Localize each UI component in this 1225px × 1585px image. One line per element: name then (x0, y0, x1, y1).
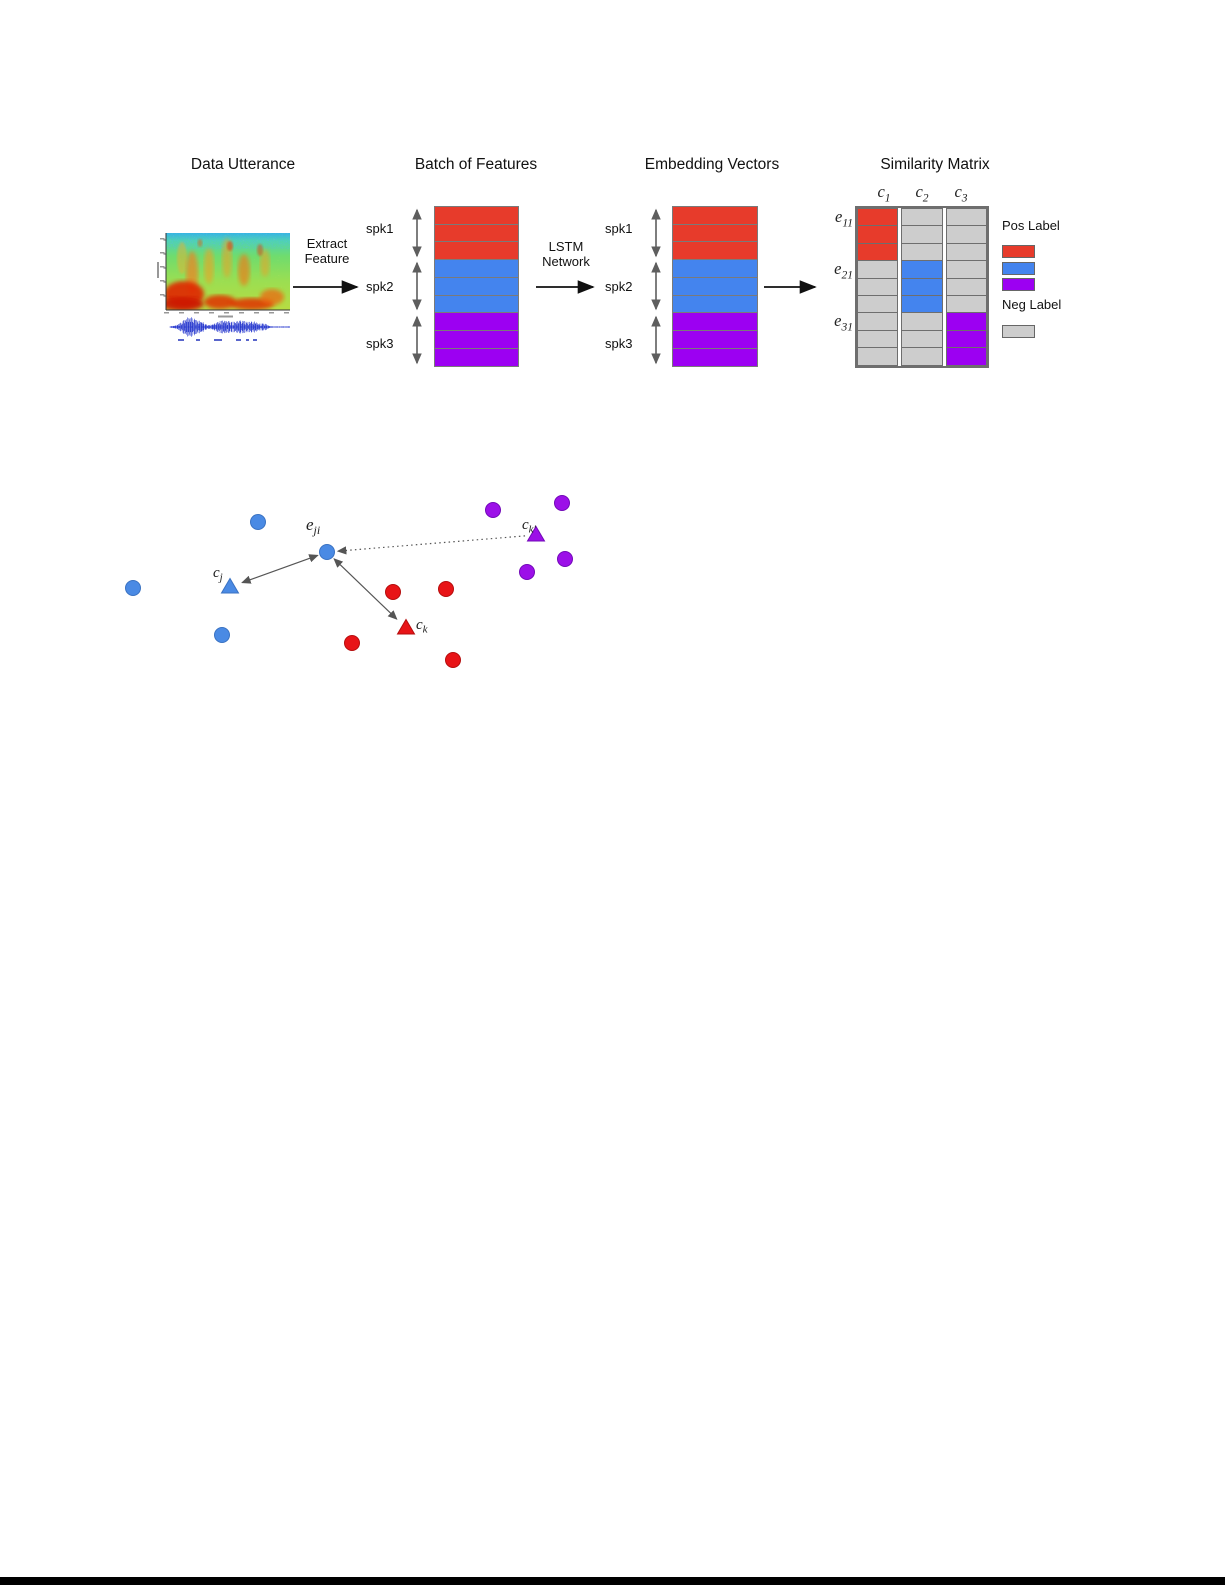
stage-title-similarity-matrix: Similarity Matrix (880, 156, 990, 173)
matrix-col-header-c2: c2 (900, 182, 944, 204)
matrix-column (857, 208, 899, 366)
spectrogram-figure (152, 226, 298, 348)
matrix-row-label-e21: e21 (809, 259, 853, 281)
embedding-vectors-stack (672, 206, 758, 368)
row-label-sub: 31 (841, 321, 854, 334)
feature-row-spk3 (672, 347, 758, 368)
centroid-triangle-blue (220, 577, 240, 594)
embedding-speaker-label-1: spk1 (605, 221, 633, 236)
scatter-point-blue (250, 514, 266, 530)
speaker-span-arrows (412, 208, 661, 365)
scatter-point-blue (319, 544, 335, 560)
stage-title-embedding-vectors: Embedding Vectors (644, 156, 780, 173)
matrix-col-header-c1: c1 (862, 182, 906, 204)
scatter-point-purple (554, 495, 570, 511)
feature-row-spk3 (434, 347, 519, 368)
header-base: c (915, 182, 923, 201)
row-label-sub: 21 (841, 269, 854, 282)
legend-pos-swatch (1002, 278, 1035, 291)
scatter-point-blue (214, 627, 230, 643)
extract-feature-label: Extract Feature (297, 236, 357, 266)
row-label-base: e (834, 311, 842, 330)
waveform-image (169, 317, 290, 337)
header-sub: 2 (922, 192, 929, 205)
waveform-word-marks (178, 339, 257, 341)
matrix-row-label-e11: e11 (809, 207, 853, 229)
centroid-triangle-red (396, 618, 416, 635)
embedding-point-label: eji (306, 515, 320, 537)
scatter-point-red (438, 581, 454, 597)
lstm-network-label-line1: LSTM (548, 239, 584, 254)
similarity-matrix (855, 206, 989, 368)
legend-pos-title: Pos Label (1002, 218, 1060, 233)
matrix-column (945, 208, 987, 366)
stage-title-data-utterance: Data Utterance (190, 156, 296, 173)
header-base: c (954, 182, 962, 201)
lstm-network-label: LSTM Network (536, 239, 596, 269)
header-sub: 1 (884, 192, 891, 205)
legend-neg-title: Neg Label (1002, 297, 1062, 312)
batch-of-features-stack (434, 206, 519, 368)
matrix-column (901, 208, 943, 366)
scatter-point-red (385, 584, 401, 600)
spectrogram-plot-area (157, 233, 290, 318)
batch-speaker-label-1: spk1 (366, 221, 394, 236)
stage-title-batch-of-features: Batch of Features (414, 156, 538, 173)
arrow-eji-to-cj (241, 554, 319, 584)
legend-neg-swatch (1002, 325, 1035, 338)
scatter-point-purple (519, 564, 535, 580)
header-sub: 3 (961, 192, 968, 205)
batch-speaker-label-2: spk2 (366, 279, 394, 294)
centroid-triangle-purple (526, 525, 546, 542)
embedding-scatter-plot: cj ck ck′ eji (125, 495, 573, 668)
centroid-label-red: ck (416, 617, 429, 636)
scatter-point-red (344, 635, 360, 651)
scatter-point-red (445, 652, 461, 668)
spectrogram-image (157, 233, 290, 341)
scatter-point-purple (557, 551, 573, 567)
similarity-cell-pos (945, 347, 987, 366)
matrix-row-label-e31: e31 (809, 311, 853, 333)
extract-feature-label-line2: Feature (304, 251, 350, 266)
similarity-cell-neg (857, 347, 899, 366)
header-base: c (877, 182, 885, 201)
legend-pos-swatch (1002, 261, 1035, 275)
scatter-point-blue (125, 580, 141, 596)
pipeline-arrows-layer (293, 208, 817, 365)
extract-feature-label-line1: Extract (306, 236, 348, 251)
matrix-col-header-c3: c3 (939, 182, 983, 204)
embedding-speaker-label-2: spk2 (605, 279, 633, 294)
batch-speaker-label-3: spk3 (366, 336, 394, 351)
lstm-network-label-line2: Network (542, 254, 590, 269)
centroid-label-purple: ck′ (522, 517, 537, 536)
embedding-speaker-label-3: spk3 (605, 336, 633, 351)
scatter-point-purple (485, 502, 501, 518)
arrow-ckprime-to-eji (336, 535, 526, 555)
row-label-base: e (834, 259, 842, 278)
similarity-cell-neg (901, 347, 943, 366)
legend-pos-swatches (1002, 245, 1035, 295)
page-bottom-border (0, 1577, 1225, 1585)
row-label-sub: 11 (842, 217, 853, 230)
legend-pos-swatch (1002, 245, 1035, 258)
centroid-label-blue: cj (213, 565, 223, 584)
row-label-base: e (835, 207, 843, 226)
pipeline-figure: Data Utterance Batch of Features Embeddi… (0, 0, 1225, 400)
arrow-eji-to-ck (333, 558, 398, 620)
